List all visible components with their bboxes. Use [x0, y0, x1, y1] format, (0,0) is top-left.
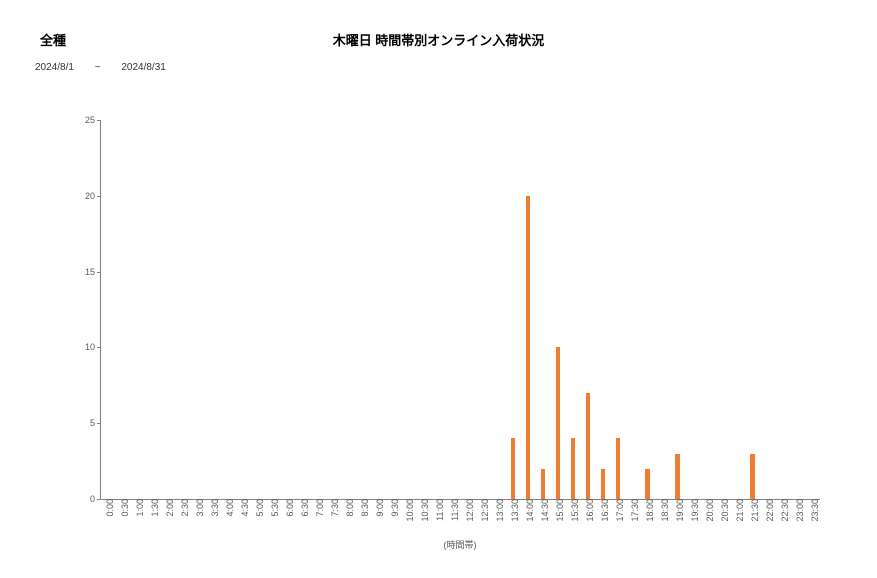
x-tick-label: 5:30 [266, 499, 280, 517]
date-to: 2024/8/31 [121, 62, 166, 73]
x-tick-label: 17:30 [626, 499, 640, 522]
x-tick-label: 12:00 [461, 499, 475, 522]
x-tick-label: 18:00 [641, 499, 655, 522]
x-tick-label: 23:30 [806, 499, 820, 522]
bar [511, 438, 515, 499]
x-tick-label: 4:30 [236, 499, 250, 517]
date-range: 2024/8/1 ~ 2024/8/31 [35, 62, 166, 73]
x-tick-label: 11:00 [431, 499, 445, 521]
chart-area: 05101520250:000:301:001:302:002:303:003:… [100, 120, 820, 500]
y-tick-mark [97, 347, 101, 348]
date-separator: ~ [95, 62, 101, 73]
x-tick-label: 15:00 [551, 499, 565, 522]
bar [586, 393, 590, 499]
x-tick-label: 3:30 [206, 499, 220, 517]
y-tick-mark [97, 272, 101, 273]
x-tick-label: 17:00 [611, 499, 625, 522]
y-tick-mark [97, 196, 101, 197]
y-tick-mark [97, 423, 101, 424]
y-tick-mark [97, 120, 101, 121]
x-tick-label: 2:00 [161, 499, 175, 517]
x-tick-label: 13:00 [491, 499, 505, 522]
x-tick-label: 14:30 [536, 499, 550, 522]
x-tick-label: 15:30 [566, 499, 580, 522]
x-tick-label: 21:00 [731, 499, 745, 522]
x-tick-label: 8:30 [356, 499, 370, 517]
bar [616, 438, 620, 499]
x-tick-label: 1:00 [131, 499, 145, 517]
x-tick-label: 16:30 [596, 499, 610, 522]
x-tick-label: 8:00 [341, 499, 355, 517]
x-tick-label: 16:00 [581, 499, 595, 522]
x-tick-label: 19:00 [671, 499, 685, 522]
x-tick-label: 20:00 [701, 499, 715, 522]
x-tick-label: 2:30 [176, 499, 190, 517]
x-tick-label: 0:00 [101, 499, 115, 517]
x-tick-label: 20:30 [716, 499, 730, 522]
bar [541, 469, 545, 499]
x-tick-label: 9:30 [386, 499, 400, 517]
x-tick-label: 22:00 [761, 499, 775, 522]
x-tick-label: 21:30 [746, 499, 760, 522]
bar [571, 438, 575, 499]
x-tick-label: 9:00 [371, 499, 385, 517]
x-tick-label: 7:30 [326, 499, 340, 517]
date-from: 2024/8/1 [35, 62, 74, 73]
x-tick-label: 10:30 [416, 499, 430, 522]
bar [645, 469, 649, 499]
bar [526, 196, 530, 499]
x-tick-label: 11:30 [446, 499, 460, 521]
chart-title: 木曜日 時間帯別オンライン入荷状況 [0, 30, 877, 49]
bar [675, 454, 679, 499]
x-tick-label: 6:30 [296, 499, 310, 517]
bar [750, 454, 754, 499]
x-tick-label: 13:30 [506, 499, 520, 522]
plot-region: 05101520250:000:301:001:302:002:303:003:… [100, 120, 820, 500]
x-tick-label: 19:30 [686, 499, 700, 522]
x-axis-title: (時間帯) [100, 538, 820, 551]
x-tick-label: 12:30 [476, 499, 490, 522]
x-tick-label: 14:00 [521, 499, 535, 522]
x-tick-label: 3:00 [191, 499, 205, 517]
x-tick-label: 0:30 [116, 499, 130, 517]
x-tick-label: 5:00 [251, 499, 265, 517]
bar [556, 347, 560, 499]
x-tick-label: 6:00 [281, 499, 295, 517]
x-tick-label: 1:30 [146, 499, 160, 517]
x-tick-label: 7:00 [311, 499, 325, 517]
x-tick-label: 10:00 [401, 499, 415, 522]
x-tick-label: 18:30 [656, 499, 670, 522]
x-tick-label: 4:00 [221, 499, 235, 517]
x-tick-label: 23:00 [791, 499, 805, 522]
x-tick-label: 22:30 [776, 499, 790, 522]
bar [601, 469, 605, 499]
